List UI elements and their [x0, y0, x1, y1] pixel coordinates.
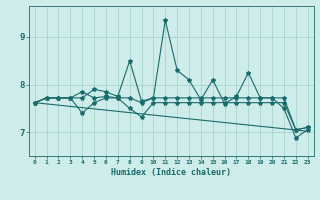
X-axis label: Humidex (Indice chaleur): Humidex (Indice chaleur): [111, 168, 231, 177]
